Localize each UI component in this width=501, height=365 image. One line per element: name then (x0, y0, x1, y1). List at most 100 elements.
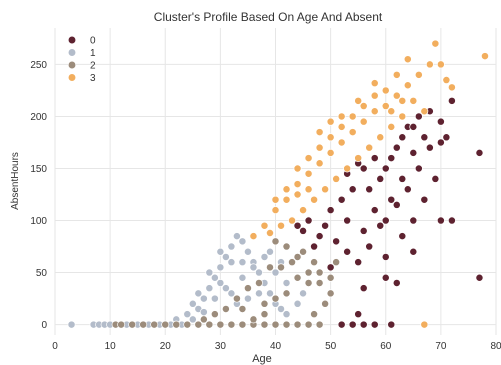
cluster-3-point (348, 112, 357, 121)
cluster-0-point (337, 320, 346, 329)
cluster-0-point (365, 242, 374, 251)
cluster-0-point (475, 148, 484, 157)
cluster-0-point (370, 206, 379, 215)
cluster-3-point (392, 70, 401, 79)
cluster-3-point (326, 117, 335, 126)
cluster-2-point (271, 237, 280, 246)
x-axis-ticks: 0 10 20 30 40 50 60 70 80 (52, 341, 501, 352)
cluster-3-point (326, 133, 335, 142)
legend-label-2: 2 (90, 61, 96, 72)
cluster-3-point (343, 164, 352, 173)
legend-marker-1 (67, 48, 77, 57)
cluster-3-point (370, 107, 379, 116)
cluster-3-point (293, 190, 302, 199)
chart-title: Cluster's Profile Based On Age And Absen… (154, 10, 383, 24)
cluster-3-point (431, 39, 440, 48)
cluster-0-point (392, 279, 401, 287)
cluster-0-point (337, 195, 346, 204)
cluster-0-point (409, 216, 418, 225)
cluster-1-point (188, 315, 197, 324)
cluster-0-point (359, 226, 368, 235)
cluster-2-point (288, 258, 296, 267)
cluster-0-point (442, 133, 451, 142)
cluster-1-point (238, 258, 247, 267)
cluster-0-point (343, 247, 352, 256)
cluster-2-point (139, 320, 148, 329)
cluster-3-point (387, 122, 396, 131)
cluster-0-point (359, 164, 368, 173)
cluster-2-point (332, 258, 341, 267)
cluster-0-point (293, 221, 302, 230)
cluster-1-point (199, 294, 208, 303)
cluster-3-point (293, 180, 302, 189)
cluster-0-point (398, 133, 407, 142)
cluster-3-point (376, 133, 385, 142)
cluster-0-point (398, 232, 407, 241)
cluster-3-point (359, 102, 368, 111)
cluster-0-point (354, 310, 363, 319)
cluster-0-point (387, 154, 396, 163)
cluster-1-point (266, 247, 274, 256)
x-tick-label: 80 (490, 341, 501, 352)
cluster-3-point (288, 216, 296, 225)
cluster-2-point (299, 247, 308, 256)
legend-label-0: 0 (90, 36, 96, 47)
cluster-0-point (392, 200, 401, 209)
cluster-2-point (238, 320, 247, 329)
y-tick-label: 200 (30, 112, 47, 123)
cluster-0-point (431, 174, 440, 183)
cluster-2-point (216, 320, 225, 329)
cluster-0-point (365, 185, 374, 194)
cluster-3-point (304, 154, 313, 163)
cluster-2-point (321, 299, 330, 308)
cluster-3-point (398, 96, 407, 105)
cluster-0-point (409, 148, 418, 157)
cluster-2-point (238, 305, 247, 313)
cluster-0-point (315, 232, 324, 241)
cluster-3-point (481, 52, 489, 61)
cluster-1-point (227, 242, 236, 251)
cluster-3-point (337, 138, 346, 147)
cluster-3-point (271, 195, 280, 204)
cluster-3-point (370, 79, 379, 88)
cluster-3-point (398, 112, 407, 121)
cluster-2-point (205, 320, 214, 329)
cluster-0-point (436, 117, 445, 126)
cluster-2-point (326, 273, 335, 282)
cluster-0-point (310, 242, 319, 251)
cluster-0-point (381, 164, 390, 173)
legend-label-3: 3 (90, 73, 96, 84)
cluster-0-point (387, 320, 396, 329)
cluster-1-point (243, 247, 252, 256)
data-points (67, 39, 489, 329)
cluster-3-point (420, 320, 429, 329)
legend-marker-2 (67, 60, 77, 70)
cluster-2-point (260, 310, 269, 319)
cluster-1-point (210, 273, 219, 282)
cluster-3-point (271, 206, 280, 215)
cluster-2-point (304, 268, 313, 277)
cluster-3-point (381, 86, 390, 95)
cluster-3-point (277, 221, 285, 230)
cluster-3-point (381, 102, 390, 111)
cluster-3-point (293, 164, 302, 173)
x-tick-label: 20 (160, 341, 172, 352)
cluster-2-point (271, 294, 280, 303)
cluster-0-point (359, 284, 368, 293)
cluster-0-point (326, 206, 335, 215)
x-tick-label: 0 (52, 341, 58, 352)
cluster-3-point (282, 195, 291, 204)
legend: 01 23 (67, 36, 96, 84)
cluster-1-point (227, 258, 236, 267)
cluster-0-point (370, 154, 379, 163)
cluster-3-point (337, 122, 346, 131)
cluster-0-point (447, 96, 456, 105)
cluster-3-point (332, 174, 341, 183)
y-tick-label: 50 (36, 268, 48, 279)
cluster-0-point (370, 320, 379, 329)
cluster-1-point (243, 294, 252, 303)
cluster-0-point (425, 143, 434, 152)
x-tick-label: 30 (215, 341, 227, 352)
legend-marker-3 (67, 73, 77, 82)
